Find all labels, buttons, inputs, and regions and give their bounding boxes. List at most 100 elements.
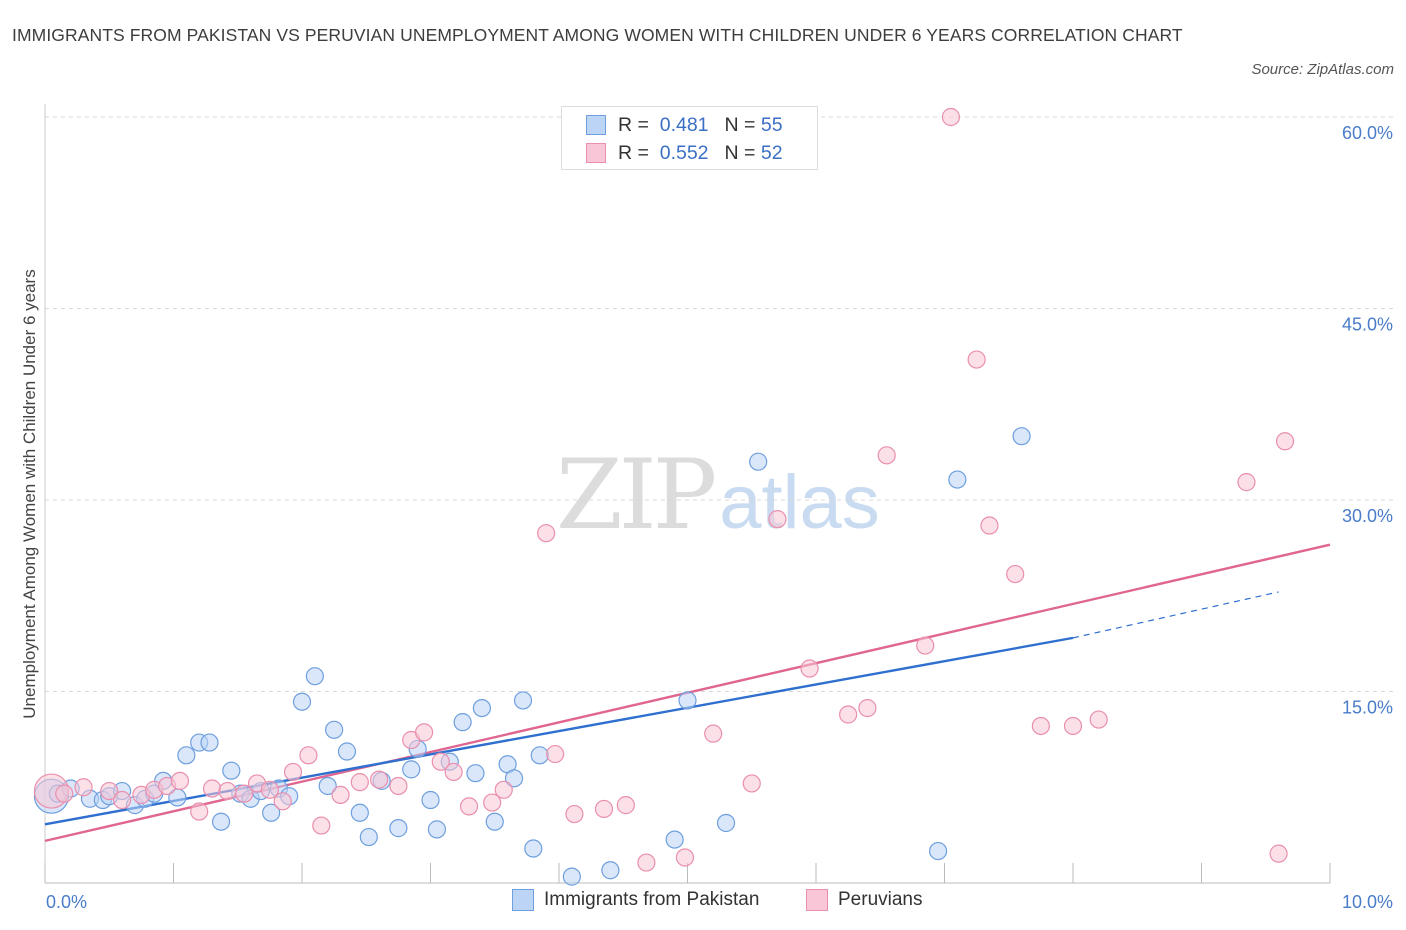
peruvians-point xyxy=(980,516,999,535)
pakistan-point xyxy=(325,720,344,739)
peruvians-point xyxy=(675,848,695,867)
peruvians-point xyxy=(350,773,369,792)
peruvians-point xyxy=(1089,710,1108,729)
legend-n-value: 52 xyxy=(760,141,783,164)
series-legend: Immigrants from Pakistan Peruvians xyxy=(0,889,1406,915)
pakistan-point xyxy=(359,827,378,847)
pakistan-point xyxy=(350,803,369,822)
peruvians-point xyxy=(389,776,408,796)
legend-n-label: N = xyxy=(724,141,756,164)
peruvians-point xyxy=(459,797,479,816)
peruvians-point xyxy=(299,746,318,765)
peruvians-point xyxy=(800,659,819,678)
pakistan-trend-extension xyxy=(1072,591,1279,639)
peruvians-point xyxy=(260,780,279,799)
peruvians-point xyxy=(839,705,858,724)
peruvians-point xyxy=(1269,844,1288,863)
axes xyxy=(44,104,1331,884)
pakistan-point xyxy=(177,746,196,765)
pakistan-point xyxy=(485,812,504,831)
peruvians-point xyxy=(235,784,254,803)
peruvians-point xyxy=(565,804,584,824)
series-pakistan-points xyxy=(33,427,1031,886)
pakistan-point xyxy=(421,790,440,810)
pakistan-point xyxy=(504,769,524,788)
legend-label-pakistan: Immigrants from Pakistan xyxy=(544,889,760,910)
peruvians-point xyxy=(370,770,389,789)
peruvians-point xyxy=(112,790,132,810)
peruvians-point xyxy=(877,446,896,465)
peruvians-point xyxy=(537,524,556,543)
peruvians-point xyxy=(218,781,237,801)
pakistan-point xyxy=(1012,427,1031,446)
source-credit: Source: ZipAtlas.com xyxy=(1251,61,1394,78)
peruvians-point xyxy=(190,802,209,821)
legend-swatch-pakistan xyxy=(586,115,606,135)
pakistan-point xyxy=(601,861,620,880)
pakistan-point xyxy=(337,742,357,761)
peruvians-point xyxy=(858,698,877,718)
pakistan-point xyxy=(427,820,447,839)
y-tick-label: 45.0% xyxy=(1342,315,1393,335)
legend-r-value: 0.552 xyxy=(659,141,709,164)
peruvians-point xyxy=(444,762,463,782)
peruvians-point xyxy=(494,780,513,799)
legend-r-label: R = xyxy=(618,113,649,136)
y-tick-label: 30.0% xyxy=(1342,506,1393,526)
legend-swatch-pakistan xyxy=(512,889,534,911)
peruvians-point xyxy=(202,779,222,798)
peruvians-point xyxy=(768,510,787,529)
pakistan-point xyxy=(749,452,768,471)
pakistan-point xyxy=(928,841,948,861)
x-tick-label: 0.0% xyxy=(46,892,87,912)
legend-row-pakistan: R = 0.481 N = 55 xyxy=(586,113,783,137)
peruvians-point xyxy=(616,796,635,815)
peruvians-point xyxy=(546,744,565,764)
grid-lines xyxy=(45,116,1393,692)
peruvians-point xyxy=(1275,432,1295,451)
pakistan-point xyxy=(513,691,533,710)
legend-swatch-peruvians xyxy=(806,889,828,911)
legend-n-label: N = xyxy=(724,113,756,136)
legend-row-peruvians: R = 0.552 N = 52 xyxy=(586,141,783,165)
peruvians-point xyxy=(941,107,961,127)
pakistan-point xyxy=(665,830,684,849)
pakistan-point xyxy=(716,813,736,833)
pakistan-point xyxy=(678,691,697,710)
pakistan-point xyxy=(200,733,219,752)
peruvians-point xyxy=(283,762,303,782)
peruvians-point xyxy=(74,778,93,797)
peruvians-point xyxy=(1063,716,1083,736)
y-tick-labels: 15.0% 30.0% 45.0% 60.0% xyxy=(1342,123,1393,718)
pakistan-point xyxy=(453,713,472,732)
peruvians-point xyxy=(331,785,350,805)
peruvians-point xyxy=(967,350,986,369)
legend-item-pakistan: Immigrants from Pakistan xyxy=(512,889,759,911)
series-peruvians-points xyxy=(33,107,1295,872)
peruvians-point xyxy=(273,792,292,811)
peruvians-point xyxy=(1031,716,1050,736)
peruvians-point xyxy=(431,752,450,771)
peruvians-point xyxy=(1006,564,1025,584)
x-tick-label: 10.0% xyxy=(1342,892,1393,912)
legend-r-value: 0.481 xyxy=(659,113,709,136)
peruvians-point xyxy=(704,724,723,743)
pakistan-point xyxy=(402,760,421,779)
peruvians-point xyxy=(55,784,74,803)
x-tick-labels: 0.0% 10.0% xyxy=(46,892,1393,912)
legend-n-value: 55 xyxy=(760,113,783,136)
legend-r-label: R = xyxy=(618,141,649,164)
peruvians-point xyxy=(414,723,434,742)
peruvians-point xyxy=(637,853,656,872)
legend-label-peruvians: Peruvians xyxy=(838,889,923,910)
chart-title: IMMIGRANTS FROM PAKISTAN VS PERUVIAN UNE… xyxy=(12,25,1183,45)
pakistan-trend-line xyxy=(44,636,1074,826)
peruvians-point xyxy=(483,793,502,812)
pakistan-point xyxy=(562,867,581,886)
legend-swatch-peruvians xyxy=(586,143,606,163)
pakistan-point xyxy=(530,746,549,765)
y-tick-label: 15.0% xyxy=(1342,698,1393,718)
pakistan-point xyxy=(524,839,543,858)
pakistan-point xyxy=(305,667,324,686)
